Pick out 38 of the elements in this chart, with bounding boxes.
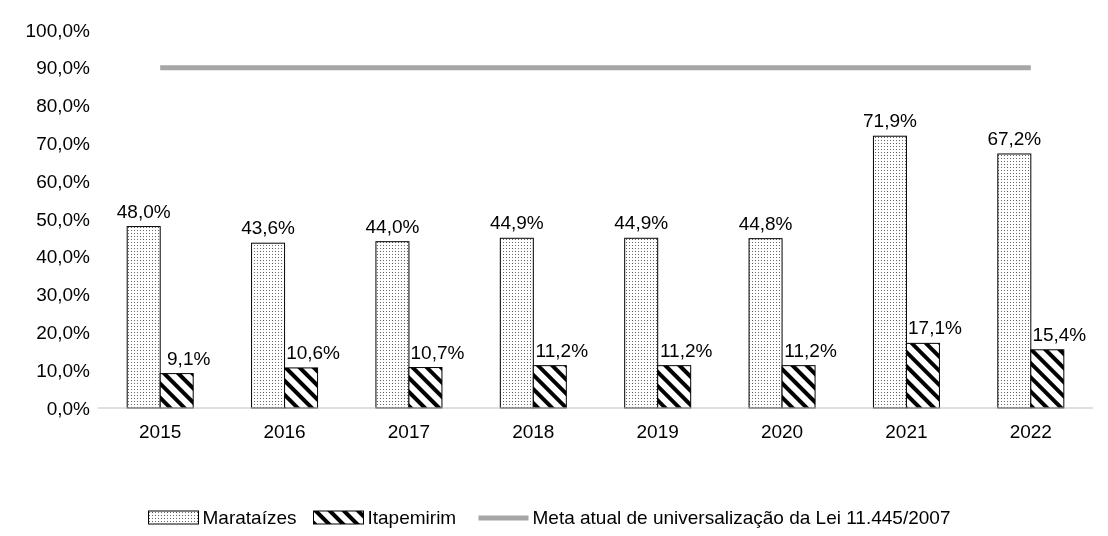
y-tick-label: 50,0% xyxy=(36,208,91,230)
y-tick-label: 40,0% xyxy=(36,246,91,268)
data-label: 44,0% xyxy=(365,215,420,237)
y-tick-label: 100,0% xyxy=(25,19,91,41)
x-tick-label: 2015 xyxy=(139,421,182,442)
data-label: 10,6% xyxy=(286,341,341,363)
x-tick-label: 2016 xyxy=(263,421,306,442)
data-label: 11,2% xyxy=(535,339,589,361)
y-tick-label: 30,0% xyxy=(36,284,91,306)
y-tick-label: 20,0% xyxy=(36,322,91,344)
x-tick-label: 2017 xyxy=(387,421,431,442)
data-label: 10,7% xyxy=(410,341,465,363)
x-tick-label: 2020 xyxy=(760,421,804,442)
data-label: 17,1% xyxy=(908,317,962,339)
data-label: 67,2% xyxy=(987,127,1042,149)
data-label: 44,9% xyxy=(614,212,669,234)
data-label: 44,9% xyxy=(489,212,544,234)
x-tick-label: 2018 xyxy=(512,421,555,442)
data-label: 11,2% xyxy=(784,339,837,361)
data-label: 9,1% xyxy=(167,347,211,369)
y-tick-label: 90,0% xyxy=(36,57,91,79)
x-tick-label: 2021 xyxy=(885,421,928,442)
data-label: 48,0% xyxy=(116,200,171,222)
y-tick-label: 60,0% xyxy=(36,170,91,192)
data-label: 11,2% xyxy=(659,339,713,361)
y-tick-label: 70,0% xyxy=(36,133,91,155)
x-tick-label: 2022 xyxy=(1009,421,1052,442)
legend-label: Meta atual de universalização da Lei 11.445/2007 xyxy=(532,507,951,528)
y-tick-label: 10,0% xyxy=(36,359,91,381)
x-tick-label: 2019 xyxy=(636,421,679,442)
data-label: 15,4% xyxy=(1032,323,1087,345)
data-label: 43,6% xyxy=(241,217,296,239)
y-tick-label: 0,0% xyxy=(46,397,91,419)
legend-label: Marataízes xyxy=(202,507,297,528)
data-label: 71,9% xyxy=(863,110,917,132)
data-label: 44,8% xyxy=(738,212,793,234)
legend-label: Itapemirim xyxy=(367,507,457,528)
y-tick-label: 80,0% xyxy=(36,95,91,117)
